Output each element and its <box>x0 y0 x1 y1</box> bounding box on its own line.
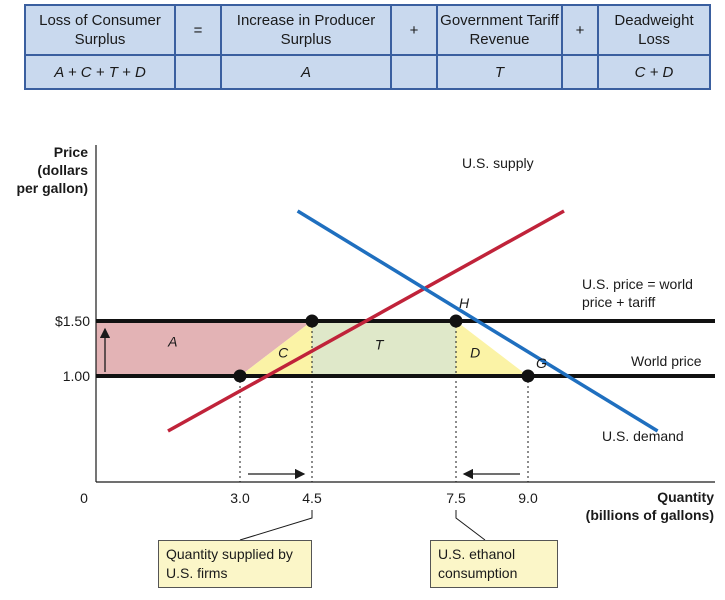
header-deadweight-loss: Deadweight Loss <box>597 4 711 56</box>
axes <box>95 145 715 483</box>
header-consumer-surplus: Loss of Consumer Surplus <box>24 4 176 56</box>
x-tick-label: 9.0 <box>518 490 538 506</box>
tariff-price-label: U.S. price = world price + tariff <box>582 276 693 310</box>
callout-leader-supplied <box>239 510 313 541</box>
dotted-guides <box>239 321 529 482</box>
value-deadweight-loss: C + D <box>597 54 711 90</box>
equilibrium-point <box>233 369 247 383</box>
y-axis-label: Price (dollars per gallon) <box>16 144 88 196</box>
x-tick-label: 7.5 <box>446 490 466 506</box>
demand-label: U.S. demand <box>602 428 684 444</box>
point-label-g: G <box>536 355 547 371</box>
point-label-h: H <box>459 295 470 311</box>
origin-label: 0 <box>80 490 88 506</box>
y-tick-label: 1.00 <box>63 368 90 384</box>
value-blank-3 <box>561 54 599 90</box>
y-tick-label: $1.50 <box>55 313 90 329</box>
x-tick-label: 4.5 <box>302 490 322 506</box>
value-tariff-revenue: T <box>436 54 563 90</box>
equilibrium-point <box>305 314 319 328</box>
area-label-c: C <box>278 344 289 360</box>
callout-leader-consumption <box>455 510 486 541</box>
area-label-t: T <box>375 337 385 353</box>
header-tariff-revenue: Government Tariff Revenue <box>436 4 563 56</box>
header-plus-2: + <box>561 4 599 56</box>
equilibrium-points <box>233 314 535 383</box>
supply-curve <box>167 209 565 433</box>
callout-ethanol-consumption: U.S. ethanol consumption <box>430 540 558 588</box>
x-axis-label: Quantity (billions of gallons) <box>586 489 715 523</box>
surplus-areas <box>96 321 528 376</box>
surplus-table: Loss of Consumer Surplus = Increase in P… <box>24 4 711 90</box>
area-label-d: D <box>470 344 480 360</box>
area-d <box>456 321 528 376</box>
world-price-label: World price <box>631 353 702 369</box>
equilibrium-point <box>449 314 463 328</box>
supply-label: U.S. supply <box>462 155 534 171</box>
header-equals: = <box>174 4 222 56</box>
value-consumer-surplus: A + C + T + D <box>24 54 176 90</box>
area-label-a: A <box>167 333 177 349</box>
value-producer-surplus: A <box>220 54 392 90</box>
area-t <box>312 321 456 376</box>
callout-quantity-supplied: Quantity supplied by U.S. firms <box>158 540 312 588</box>
chart-labels: A C T D Price (dollars per gallon) Quantity (bil… <box>16 144 714 523</box>
header-producer-surplus: Increase in Producer Surplus <box>220 4 392 56</box>
value-blank-1 <box>174 54 222 90</box>
value-blank-2 <box>390 54 438 90</box>
header-plus-1: + <box>390 4 438 56</box>
demand-curve <box>296 209 659 433</box>
x-tick-label: 3.0 <box>230 490 250 506</box>
curves <box>96 209 715 541</box>
equilibrium-point <box>521 369 535 383</box>
